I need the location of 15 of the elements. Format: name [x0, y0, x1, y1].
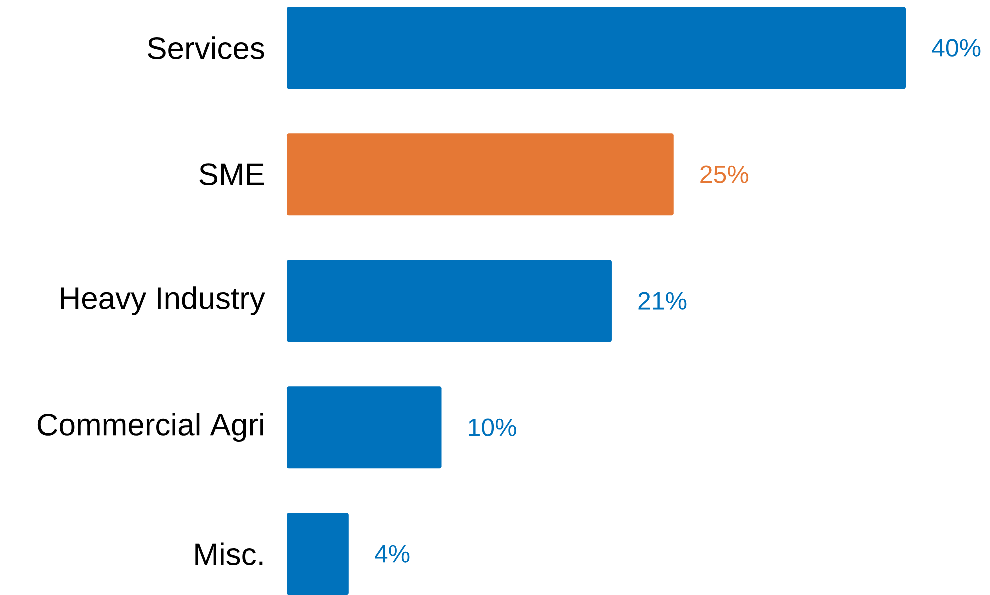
- y-tick-label: Heavy Industry: [61, 286, 266, 316]
- data-label: 4%: [375, 545, 410, 563]
- y-tick-label: Misc.: [196, 542, 263, 566]
- data-label: 40%: [932, 39, 981, 57]
- bar: [287, 134, 674, 216]
- data-label: 10%: [469, 418, 516, 436]
- bar: [287, 513, 349, 595]
- bar: [287, 260, 612, 342]
- data-label: 25%: [700, 166, 749, 184]
- y-tick-label: Services: [148, 36, 264, 60]
- y-tick-label: Commercial Agri: [38, 413, 264, 442]
- y-tick-label: SME: [200, 164, 264, 186]
- data-label: 21%: [638, 292, 687, 310]
- bar: [287, 386, 442, 469]
- bar: [287, 7, 906, 90]
